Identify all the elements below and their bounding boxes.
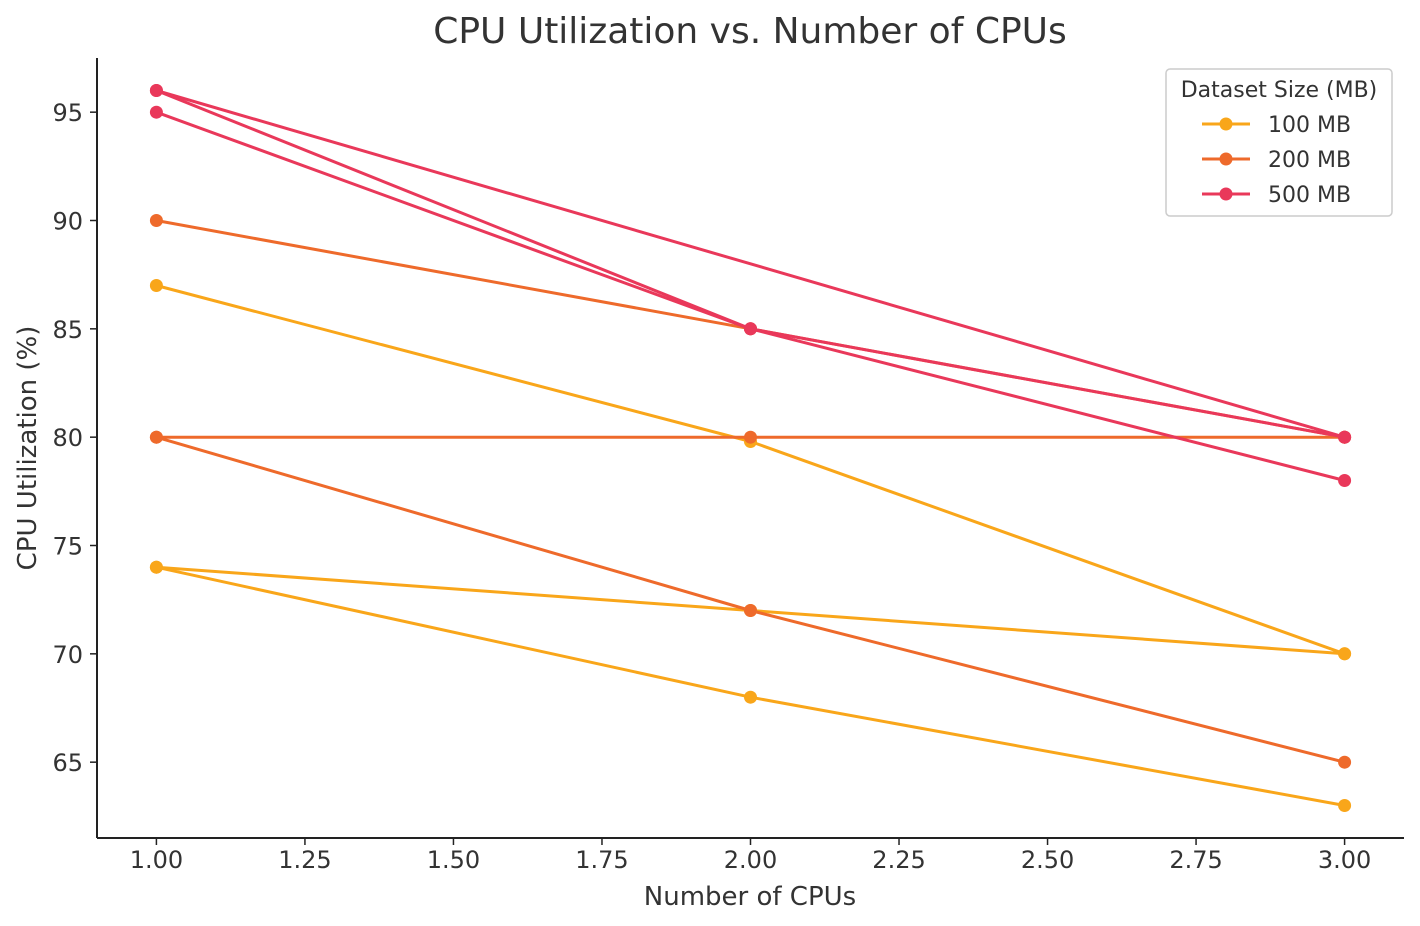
y-axis-label: CPU Utilization (%) <box>13 326 43 571</box>
legend: Dataset Size (MB) 100 MB 200 MB 500 MB <box>1165 68 1393 217</box>
x-tick-label: 1.00 <box>130 846 183 874</box>
series-line-2 <box>156 565 1345 807</box>
x-tick-label: 2.75 <box>1169 846 1222 874</box>
series-line-0 <box>156 284 1346 656</box>
x-tick-label: 2.00 <box>724 846 777 874</box>
x-tick-label: 2.25 <box>872 846 925 874</box>
data-point-0-0 <box>149 279 163 292</box>
x-tick-label: 3.00 <box>1318 846 1371 874</box>
plot-points <box>149 84 1352 812</box>
y-ticks: 65 70 75 80 85 90 95 <box>52 99 97 777</box>
legend-label: 200 MB <box>1268 148 1351 173</box>
data-point-2-2 <box>1338 799 1352 812</box>
y-tick-label: 65 <box>52 749 83 777</box>
legend-box <box>1165 68 1393 217</box>
data-point-5-1 <box>744 604 757 617</box>
y-tick-label: 90 <box>52 208 83 236</box>
data-point-7-1 <box>744 322 757 336</box>
x-tick-label: 1.25 <box>278 846 331 874</box>
data-point-8-0 <box>149 84 163 97</box>
legend-title: Dataset Size (MB) <box>1181 78 1378 103</box>
data-point-5-0 <box>149 430 163 444</box>
data-point-7-0 <box>149 105 163 119</box>
y-tick-label: 80 <box>52 424 83 452</box>
y-tick-label: 95 <box>52 99 83 127</box>
legend-swatch-marker <box>1219 152 1233 166</box>
legend-items: 100 MB 200 MB 500 MB <box>1202 113 1351 208</box>
legend-swatch-marker <box>1219 187 1233 201</box>
y-tick-label: 75 <box>52 533 83 561</box>
legend-label: 500 MB <box>1268 183 1351 208</box>
chart-title: CPU Utilization vs. Number of CPUs <box>433 11 1067 52</box>
data-point-5-2 <box>1338 755 1352 769</box>
data-point-7-2 <box>1338 474 1352 487</box>
y-tick-label: 85 <box>52 316 83 344</box>
x-axis-label: Number of CPUs <box>644 882 856 912</box>
data-point-3-0 <box>149 214 163 227</box>
legend-swatch-marker <box>1219 117 1233 131</box>
legend-label: 100 MB <box>1268 113 1351 138</box>
data-point-1-2 <box>1338 647 1352 661</box>
series-line-5 <box>155 435 1345 764</box>
data-point-2-0 <box>149 560 163 574</box>
series-line-8 <box>155 89 1346 439</box>
x-tick-label: 1.75 <box>575 846 628 874</box>
data-point-4-1 <box>744 430 757 444</box>
y-tick-label: 70 <box>52 641 83 669</box>
x-tick-label: 2.50 <box>1021 846 1074 874</box>
x-ticks: 1.00 1.25 1.50 1.75 2.00 2.25 2.50 2.75 3.00 <box>130 838 1371 874</box>
x-tick-label: 1.50 <box>427 846 480 874</box>
data-point-8-1 <box>1338 430 1352 444</box>
data-point-2-1 <box>744 690 757 704</box>
